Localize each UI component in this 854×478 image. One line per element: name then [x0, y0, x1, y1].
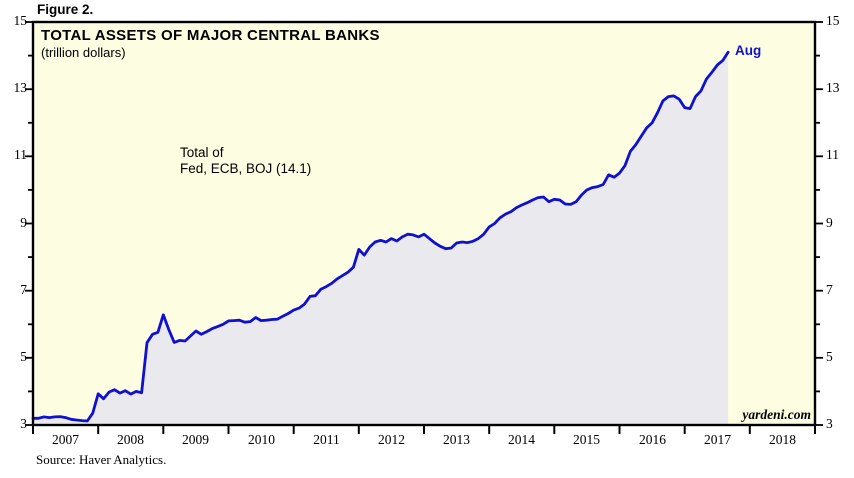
y-axis-tick-label-left: 5	[20, 349, 27, 364]
y-axis-tick-label-left: 7	[20, 282, 27, 297]
y-axis-tick-label-right: 15	[826, 13, 840, 28]
series-annotation-line1: Total of	[180, 145, 224, 160]
y-axis-tick-label-left: 11	[14, 147, 27, 162]
y-axis-tick-label-left: 13	[13, 80, 28, 95]
y-axis-tick-label-right: 7	[826, 282, 833, 297]
y-axis-tick-label-left: 3	[20, 416, 27, 431]
y-axis-tick-label-right: 3	[826, 416, 833, 431]
x-axis-year-label: 2007	[52, 432, 79, 447]
y-axis-tick-label-right: 13	[826, 80, 840, 95]
yardeni-watermark: yardeni.com	[742, 407, 811, 422]
chart-title: TOTAL ASSETS OF MAJOR CENTRAL BANKS	[41, 27, 380, 44]
y-axis-tick-label-left: 9	[20, 215, 27, 230]
x-axis-year-label: 2009	[182, 432, 209, 447]
x-axis-year-label: 2008	[117, 432, 144, 447]
x-axis-year-label: 2018	[769, 432, 796, 447]
series-annotation-line2: Fed, ECB, BOJ (14.1)	[180, 160, 312, 176]
y-axis-tick-label-right: 5	[826, 349, 833, 364]
y-axis-tick-label-left: 15	[13, 13, 28, 28]
chart-subtitle: (trillion dollars)	[41, 45, 126, 60]
x-axis-year-label: 2016	[639, 432, 666, 447]
figure-number-label: Figure 2.	[37, 2, 94, 17]
x-axis-year-label: 2011	[313, 432, 340, 447]
series-annotation: Total of Fed, ECB, BOJ (14.1)	[180, 145, 311, 176]
x-axis-year-label: 2010	[248, 432, 275, 447]
latest-month-label: Aug	[735, 43, 762, 58]
x-axis-year-label: 2014	[508, 432, 535, 447]
y-axis-tick-label-right: 9	[826, 215, 833, 230]
x-axis-year-label: 2017	[704, 432, 731, 447]
source-note: Source: Haver Analytics.	[36, 452, 167, 467]
x-axis-year-label: 2015	[573, 432, 600, 447]
y-axis-tick-label-right: 11	[826, 147, 839, 162]
x-axis-year-label: 2012	[378, 432, 405, 447]
x-axis-year-label: 2013	[443, 432, 470, 447]
